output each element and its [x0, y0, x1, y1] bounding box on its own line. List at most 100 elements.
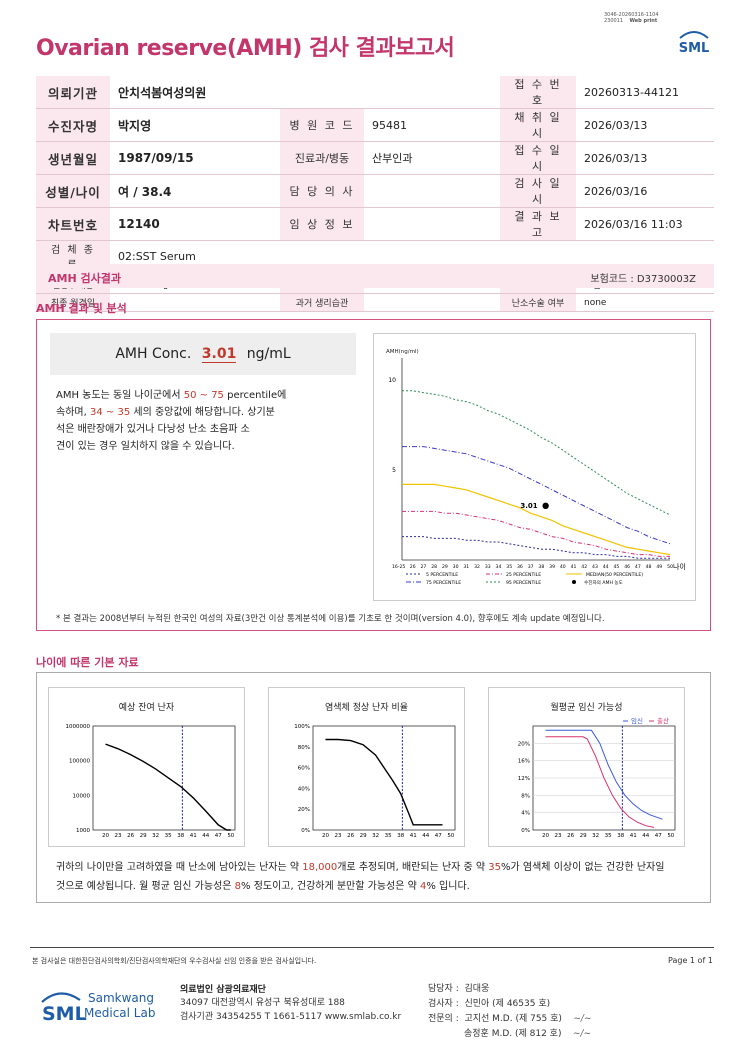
info-value: none — [576, 293, 714, 312]
sml-logo: SML — [674, 26, 714, 62]
mini-chart-box-normal: 염색체 정상 난자 비율 0% 20% 40% 60% 80% 100% 20 23 26 29 3… — [268, 687, 465, 847]
x-tick-label: 37 — [528, 564, 534, 570]
y-tick-label: 12% — [518, 776, 530, 782]
x-tick-label: 32 — [372, 833, 379, 839]
code-line-2: 230011 — [604, 18, 624, 24]
info-label: 차트번호 — [36, 207, 110, 241]
desc-text: 세의 중앙값에 해당합니다. 상기분 — [130, 407, 275, 418]
y-tick-label: 100000 — [69, 759, 90, 765]
series-line — [402, 446, 671, 545]
series-line — [402, 390, 671, 516]
x-tick-label: 47 — [215, 833, 222, 839]
x-tick-label: 29 — [580, 833, 587, 839]
info-blank — [280, 76, 364, 109]
info-small-row: 최종 월경일 과거 생리습관 난소수술 여부 none — [36, 293, 714, 312]
x-tick-label: 26 — [347, 833, 354, 839]
x-tick-label: 48 — [646, 564, 652, 570]
org-name: 의료법인 삼광의료재단 — [180, 985, 266, 995]
desc-tilde: ~ — [196, 390, 212, 401]
desc-age-high: 35 — [117, 407, 131, 418]
y-tick-label: 100% — [294, 724, 310, 730]
x-tick-label: 33 — [485, 564, 491, 570]
x-tick-label: 38 — [538, 564, 544, 570]
amh-percentile-chart-box: AMH(ng/ml) 5 10 16-25 26 27 28 29 30 31 32 33 34 35 36… — [373, 333, 696, 601]
report-code: 3046-20260316-1104 230011 Web print — [604, 12, 684, 24]
legend-label: 수진자의 AMH 농도 — [584, 579, 623, 586]
x-tick-label: 50 — [447, 833, 454, 839]
sml-logo-text: SML — [679, 41, 710, 56]
y-tick-label: 1000000 — [66, 724, 91, 730]
staff-list: 담당자 : 김대웅 검사자 : 신민아 (제 46535 호) 전문의 : 고지… — [428, 982, 592, 1042]
plot-frame — [92, 725, 236, 831]
chart-title-eggs: 예상 잔여 난자 — [118, 703, 175, 713]
summary-text: 개로 추정되며, 배란되는 난자 중 약 — [337, 862, 489, 873]
signature-2: ~/~ — [572, 1029, 592, 1039]
y-tick-label: 20% — [518, 741, 530, 747]
x-tick-label: 23 — [555, 833, 562, 839]
x-tick-label: 38 — [617, 833, 624, 839]
staff-value: 김대웅 — [464, 984, 490, 994]
samkwang-logo: SML Samkwang Medical Lab — [40, 984, 170, 1032]
x-tick-label: 35 — [165, 833, 172, 839]
info-value — [364, 293, 500, 312]
amh-result-label: AMH 검사결과 — [48, 272, 121, 285]
x-tick-label: 41 — [410, 833, 417, 839]
x-tick-label: 23 — [335, 833, 342, 839]
x-tick-label: 47 — [435, 833, 442, 839]
series-line — [545, 729, 663, 820]
desc-text: percentile에 — [223, 390, 287, 401]
analysis-box — [36, 319, 711, 631]
y-tick-label: 4% — [521, 811, 530, 817]
series-line — [545, 736, 655, 828]
x-tick-label: 20 — [322, 833, 329, 839]
x-tick-label: 30 — [453, 564, 459, 570]
staff-label: 전문의 : — [428, 1014, 459, 1024]
org-address-line: 34097 대전광역시 유성구 북유성대로 188 — [180, 998, 345, 1008]
amh-percentile-chart: AMH(ng/ml) 5 10 16-25 26 27 28 29 30 31 32 33 34 35 36… — [386, 349, 686, 586]
summary-eggs: 18,000 — [302, 862, 338, 873]
info-value — [110, 293, 280, 312]
info-label: 검 사 일 시 — [500, 174, 576, 208]
x-tick-label: 26 — [567, 833, 574, 839]
age-data-box — [36, 672, 711, 903]
y-tick-label: 0% — [301, 828, 310, 834]
y-tick-label: 10000 — [73, 793, 91, 799]
x-tick-label: 35 — [506, 564, 512, 570]
info-label: 진료과/병동 — [280, 141, 364, 175]
chart-title-normal: 염색체 정상 난자 비율 — [324, 703, 409, 713]
x-tick-label: 44 — [603, 564, 609, 570]
info-value: 20260313-44121 — [576, 76, 714, 109]
info-label: 최종 월경일 — [36, 293, 110, 312]
chart-title-pregnancy: 월평균 임신 가능성 — [550, 703, 623, 713]
code-line-1: 3046-20260316-1104 — [604, 12, 659, 18]
summary-text: % 입니다. — [426, 881, 470, 892]
x-tick-label: 41 — [190, 833, 197, 839]
amh-result-bar: AMH 검사결과 보험코드 : D3730003Z — [36, 264, 714, 288]
x-tick-label: 16-25 — [392, 564, 405, 570]
info-label: 성별/나이 — [36, 174, 110, 208]
report-title: Ovarian reserve(AMH) 검사 결과보고서 — [36, 36, 455, 61]
org-contact-line: 검사기관 34354255 T 1661-5117 www.smlab.co.k… — [180, 1012, 402, 1022]
amh-conc-value: 3.01 — [201, 346, 237, 363]
x-tick-label: 35 — [385, 833, 392, 839]
series-line — [402, 510, 670, 557]
y-tick-label: 40% — [298, 786, 310, 792]
info-value: 산부인과 — [364, 141, 500, 175]
series-line — [402, 483, 671, 556]
desc-tilde: ~ — [102, 407, 118, 418]
desc-age-low: 34 — [89, 407, 103, 418]
x-tick-label: 29 — [360, 833, 367, 839]
web-print-label: Web print — [629, 18, 658, 24]
y-tick-label: 1000 — [76, 828, 90, 834]
staff-label: 담당자 : — [428, 984, 459, 994]
section-title-age-data: 나이에 따른 기본 자료 — [36, 656, 139, 669]
summary-text: 귀하의 나이만을 고려하였을 때 난소에 남아있는 난자는 약 — [56, 862, 303, 873]
x-tick-label: 29 — [442, 564, 448, 570]
y-tick-label: 20% — [298, 807, 310, 813]
x-tick-label: 44 — [422, 833, 429, 839]
info-value — [364, 207, 500, 241]
lab-name-line-1: Samkwang — [88, 991, 154, 1005]
y-tick-label: 80% — [298, 745, 310, 751]
y-tick-label: 10 — [388, 377, 396, 384]
staff-label: 검사자 : — [428, 999, 459, 1009]
